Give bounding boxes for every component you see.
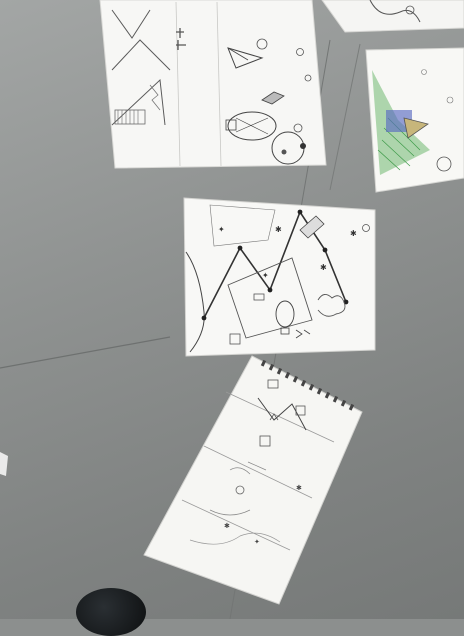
svg-text:✱: ✱	[350, 229, 357, 238]
sheet-top-right-partial	[321, 0, 464, 33]
svg-text:✱: ✱	[320, 263, 327, 272]
sheet-bottom-spiral-storyboard: ✱ ✦ ✱	[143, 355, 363, 605]
svg-text:✱: ✱	[275, 225, 282, 234]
svg-text:✦: ✦	[262, 271, 269, 280]
dark-object-bottom	[76, 588, 146, 636]
sheet-top-left-landscape-sketch	[99, 0, 327, 169]
svg-text:✱: ✱	[224, 522, 230, 530]
paper-scrap-left-edge	[0, 452, 8, 476]
svg-text:✦: ✦	[254, 538, 260, 546]
svg-text:✦: ✦	[218, 225, 225, 234]
sheet-middle-journey-map: ✱ ✱ ✦ ✱ ✦	[183, 197, 376, 357]
svg-text:✱: ✱	[296, 484, 302, 492]
sheet-right-rocket-colored	[365, 47, 464, 193]
